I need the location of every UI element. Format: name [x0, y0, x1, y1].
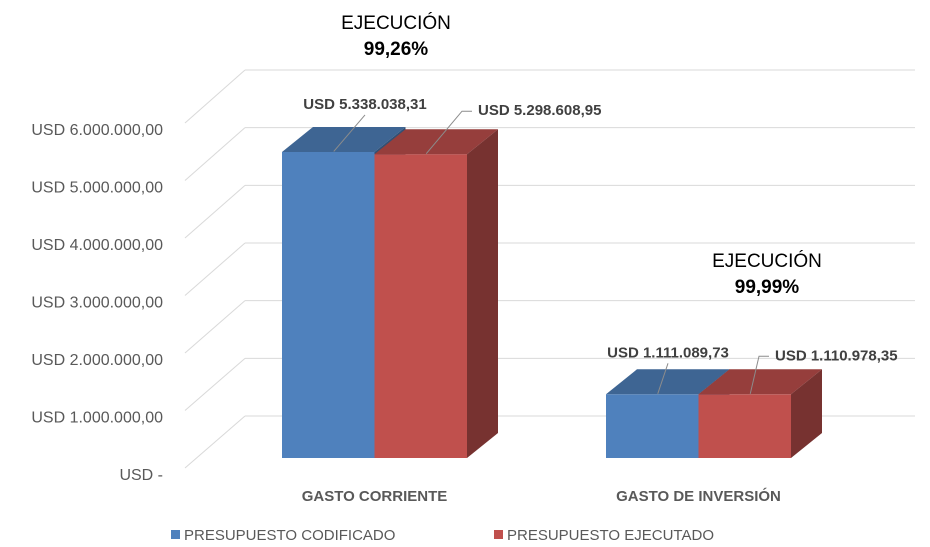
- value-label: USD 1.111.089,73: [607, 344, 729, 361]
- value-label: USD 1.110.978,35: [775, 347, 898, 364]
- leader-line: [425, 110, 472, 155]
- leader-line: [657, 363, 669, 394]
- legend-swatch: [494, 530, 503, 539]
- grid-diagonal: [184, 69, 246, 124]
- bar: [698, 394, 791, 458]
- y-tick-label: USD -: [119, 467, 163, 484]
- x-tick-label: GASTO DE INVERSIÓN: [616, 487, 781, 505]
- legend-swatch: [171, 530, 180, 539]
- annotation-value: 99,26%: [364, 39, 429, 60]
- y-tick-label: USD 5.000.000,00: [31, 180, 163, 197]
- y-tick-label: USD 3.000.000,00: [31, 295, 163, 312]
- legend-label: PRESUPUESTO EJECUTADO: [507, 527, 714, 544]
- leader-line: [333, 114, 366, 152]
- leader-line: [749, 355, 769, 394]
- bar: [606, 394, 699, 458]
- x-tick-label: GASTO CORRIENTE: [302, 488, 448, 505]
- bar-top: [698, 369, 822, 395]
- value-label: USD 5.338.038,31: [303, 96, 426, 113]
- bar: [374, 154, 467, 459]
- legend-label: PRESUPUESTO CODIFICADO: [184, 527, 395, 544]
- grid-diagonal: [184, 300, 246, 354]
- grid-diagonal: [184, 184, 246, 239]
- grid-diagonal: [184, 242, 246, 296]
- y-tick-label: USD 1.000.000,00: [31, 410, 163, 427]
- annotation: EJECUCIÓN: [341, 12, 451, 34]
- y-tick-label: USD 4.000.000,00: [31, 237, 163, 254]
- y-tick-label: USD 2.000.000,00: [31, 352, 163, 369]
- bar-side: [467, 129, 498, 459]
- y-tick-label: USD 6.000.000,00: [31, 122, 163, 139]
- value-label: USD 5.298.608,95: [478, 102, 601, 119]
- grid-diagonal: [184, 357, 246, 411]
- bar-top: [606, 369, 730, 395]
- bar-side: [791, 369, 822, 458]
- annotation: EJECUCIÓN: [712, 250, 822, 272]
- bar: [282, 151, 375, 459]
- annotation-value: 99,99%: [735, 277, 800, 298]
- grid-diagonal: [184, 415, 246, 469]
- grid-diagonal: [184, 127, 246, 181]
